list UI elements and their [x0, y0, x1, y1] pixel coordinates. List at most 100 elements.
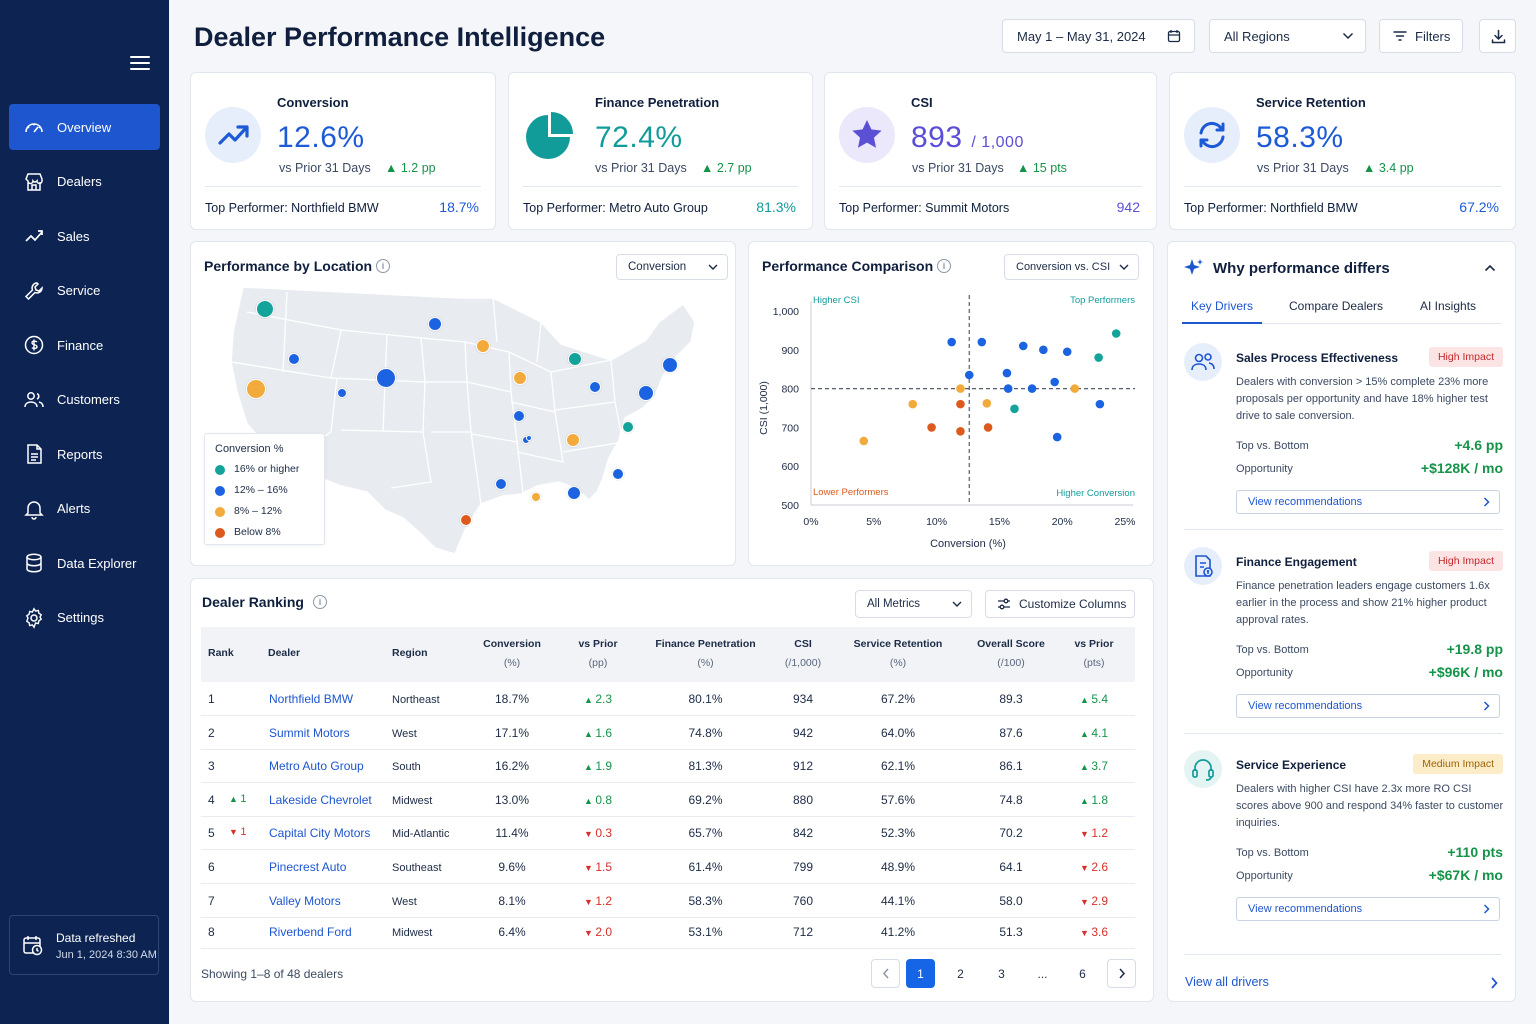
dealer-link[interactable]: Summit Motors: [269, 726, 350, 740]
dealer-link[interactable]: Metro Auto Group: [269, 759, 364, 773]
kpi-card-finance[interactable]: Finance Penetration 72.4% vs Prior 31 Da…: [508, 72, 813, 230]
map-dealer-marker[interactable]: [513, 371, 527, 385]
date-range-picker[interactable]: May 1 – May 31, 2024: [1002, 19, 1195, 53]
pagination-prev[interactable]: [871, 959, 900, 988]
sidebar-item-settings[interactable]: Settings: [9, 595, 160, 641]
filters-button[interactable]: Filters: [1379, 19, 1463, 53]
scatter-point[interactable]: [927, 423, 936, 432]
sidebar-item-finance[interactable]: Finance: [9, 322, 160, 368]
table-row[interactable]: 4 ▲ 1 Lakeside Chevrolet Midwest 13.0% ▲ 0.8 6…: [201, 783, 1135, 817]
map-dealer-marker[interactable]: [566, 433, 580, 447]
column-header[interactable]: Overall Score (/100): [965, 635, 1057, 673]
map-dealer-marker[interactable]: [495, 478, 507, 490]
scatter-point[interactable]: [1062, 347, 1072, 357]
column-header[interactable]: Rank: [208, 644, 238, 663]
map-dealer-marker[interactable]: [460, 514, 472, 526]
scatter-point[interactable]: [1010, 404, 1019, 414]
scatter-point[interactable]: [1070, 384, 1080, 393]
map-dealer-marker[interactable]: [376, 368, 396, 388]
info-icon[interactable]: i: [937, 259, 951, 273]
dealer-link[interactable]: Northfield BMW: [269, 692, 354, 706]
column-header[interactable]: CSI (/1,000): [770, 635, 836, 673]
customize-columns-button[interactable]: Customize Columns: [985, 590, 1135, 618]
pagination-page[interactable]: 3: [998, 966, 1005, 981]
comparison-metric-select[interactable]: Conversion vs. CSI: [1004, 254, 1139, 280]
scatter-point[interactable]: [956, 426, 965, 436]
map-dealer-marker[interactable]: [662, 357, 678, 373]
sidebar-item-service[interactable]: Service: [9, 268, 160, 314]
sidebar-item-data-explorer[interactable]: Data Explorer: [9, 540, 160, 586]
map-dealer-marker[interactable]: [256, 300, 274, 318]
map-dealer-marker[interactable]: [622, 421, 634, 433]
map-dealer-marker[interactable]: [476, 339, 490, 353]
pagination-page[interactable]: 6: [1079, 966, 1086, 981]
map-metric-select[interactable]: Conversion: [616, 254, 728, 280]
scatter-point[interactable]: [1018, 341, 1028, 351]
scatter-point[interactable]: [1050, 377, 1059, 387]
region-select[interactable]: All Regions: [1209, 19, 1366, 53]
sidebar-item-alerts[interactable]: Alerts: [9, 486, 160, 532]
view-recommendations-button[interactable]: View recommendations: [1236, 490, 1500, 514]
column-header[interactable]: Region: [392, 644, 472, 663]
scatter-chart[interactable]: 500 600 700 800 900 1,000 0% 5% 10% 15% 20% 25% Conv…: [749, 282, 1155, 567]
ranking-metric-select[interactable]: All Metrics: [855, 590, 972, 618]
download-button[interactable]: [1479, 19, 1516, 53]
map-dealer-marker[interactable]: [589, 381, 601, 393]
table-row[interactable]: 3 Metro Auto Group South 16.2% ▲ 1.9 81.3% 912…: [201, 749, 1135, 783]
pagination-page[interactable]: 1: [906, 959, 935, 988]
column-header[interactable]: vs Prior (pts): [1062, 635, 1126, 673]
scatter-point[interactable]: [1039, 345, 1048, 355]
sidebar-item-dealers[interactable]: Dealers: [9, 159, 160, 205]
map-dealer-marker[interactable]: [337, 388, 347, 398]
view-recommendations-button[interactable]: View recommendations: [1236, 897, 1500, 921]
map-dealer-marker[interactable]: [288, 353, 300, 365]
column-header[interactable]: vs Prior (pp): [563, 635, 633, 673]
map-dealer-marker[interactable]: [612, 468, 624, 480]
map-dealer-marker[interactable]: [526, 435, 532, 441]
scatter-point[interactable]: [859, 436, 869, 446]
scatter-point[interactable]: [956, 384, 965, 393]
dealer-link[interactable]: Pinecrest Auto: [269, 860, 347, 874]
kpi-card-service-retention[interactable]: Service Retention 58.3% vs Prior 31 Days…: [1169, 72, 1516, 230]
map-dealer-marker[interactable]: [531, 492, 541, 502]
column-header[interactable]: Service Retention (%): [842, 635, 954, 673]
scatter-point[interactable]: [908, 399, 918, 409]
tab-compare-dealers[interactable]: Compare Dealers: [1289, 299, 1384, 313]
tab-key-drivers[interactable]: Key Drivers: [1182, 299, 1262, 324]
sidebar-item-sales[interactable]: Sales: [9, 213, 160, 259]
sidebar-item-reports[interactable]: Reports: [9, 431, 160, 477]
scatter-point[interactable]: [1052, 432, 1062, 442]
map-dealer-marker[interactable]: [638, 385, 654, 401]
info-icon[interactable]: i: [376, 259, 390, 273]
scatter-point[interactable]: [982, 399, 992, 408]
scatter-point[interactable]: [1003, 384, 1013, 393]
scatter-point[interactable]: [1002, 368, 1012, 378]
scatter-point[interactable]: [1094, 353, 1103, 362]
dealer-link[interactable]: Valley Motors: [269, 894, 341, 908]
scatter-point[interactable]: [956, 399, 965, 409]
scatter-point[interactable]: [1111, 329, 1121, 338]
pagination-page[interactable]: 2: [957, 966, 964, 981]
map-dealer-marker[interactable]: [568, 352, 582, 366]
map-dealer-marker[interactable]: [246, 379, 266, 399]
chevron-up-icon[interactable]: [1484, 264, 1496, 272]
tab-ai-insights[interactable]: AI Insights: [1420, 299, 1477, 313]
table-row[interactable]: 6 Pinecrest Auto Southeast 9.6% ▼ 1.5 61.4% 79…: [201, 850, 1135, 884]
table-row[interactable]: 8 Riverbend Ford Midwest 6.4% ▼ 2.0 53.1% 712 4…: [201, 915, 1135, 949]
map-dealer-marker[interactable]: [567, 486, 581, 500]
info-icon[interactable]: i: [313, 595, 327, 609]
scatter-point[interactable]: [983, 423, 993, 432]
kpi-card-conversion[interactable]: Conversion 12.6% vs Prior 31 Days ▲ 1.2 …: [190, 72, 496, 230]
table-row[interactable]: 5 ▼ 1 Capital City Motors Mid-Atlantic 11.4%…: [201, 816, 1135, 850]
view-all-drivers-link[interactable]: View all drivers: [1184, 954, 1501, 989]
sidebar-item-overview[interactable]: Overview: [9, 104, 160, 150]
map-dealer-marker[interactable]: [428, 317, 442, 331]
kpi-card-csi[interactable]: CSI 893 / 1,000 vs Prior 31 Days ▲ 15 pt…: [824, 72, 1157, 230]
scatter-point[interactable]: [947, 337, 956, 347]
dealer-link[interactable]: Capital City Motors: [269, 826, 371, 840]
column-header[interactable]: Conversion (%): [467, 635, 557, 673]
sidebar-item-customers[interactable]: Customers: [9, 377, 160, 423]
scatter-point[interactable]: [1027, 384, 1037, 393]
column-header[interactable]: Dealer: [268, 644, 368, 663]
menu-icon[interactable]: [129, 54, 151, 72]
